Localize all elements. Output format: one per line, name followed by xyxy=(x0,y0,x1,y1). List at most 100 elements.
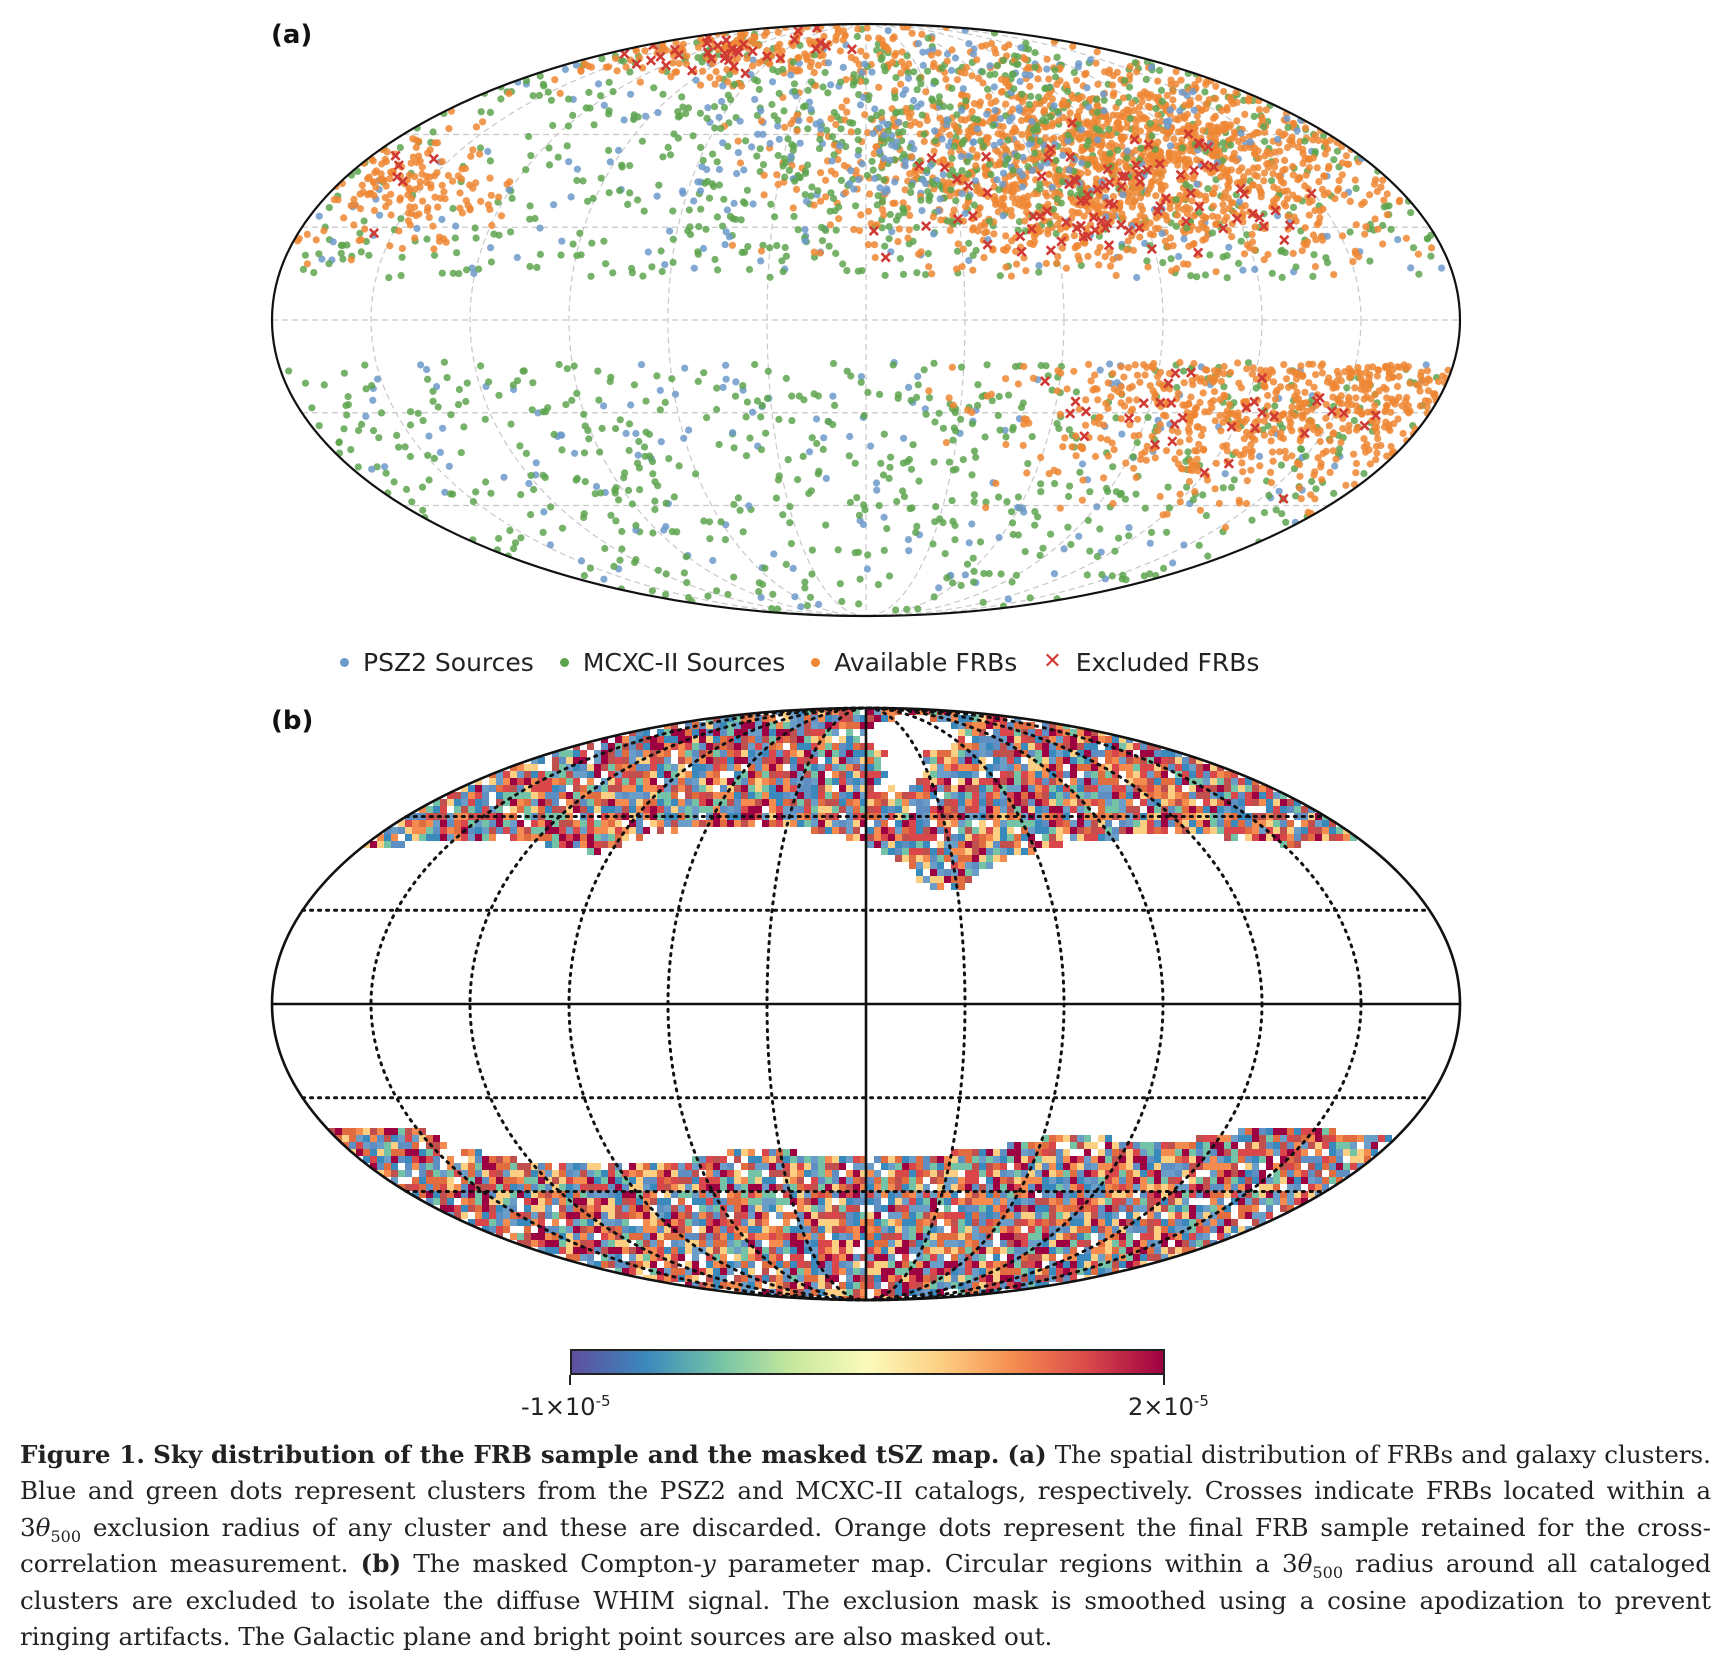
available-frb-point xyxy=(905,60,913,68)
cluster-point xyxy=(1310,251,1318,259)
available-frb-point xyxy=(1352,394,1360,402)
cluster-point xyxy=(597,174,605,182)
cluster-point xyxy=(931,127,939,135)
cluster-point xyxy=(627,401,635,409)
cluster-point xyxy=(869,166,877,174)
cluster-point xyxy=(734,149,742,157)
available-frb-point xyxy=(1271,163,1279,171)
cluster-point xyxy=(639,272,647,280)
cluster-point xyxy=(1163,528,1171,536)
cluster-point xyxy=(899,270,908,278)
cluster-point xyxy=(999,56,1008,64)
available-frb-point xyxy=(942,439,951,447)
available-frb-point xyxy=(434,203,442,211)
cluster-point xyxy=(669,207,677,215)
cluster-point xyxy=(775,415,783,423)
cluster-point xyxy=(522,77,531,85)
available-frb-point xyxy=(1171,115,1180,123)
cluster-point xyxy=(806,448,814,456)
cluster-point xyxy=(996,272,1004,280)
available-frb-point xyxy=(880,42,888,50)
cluster-point xyxy=(1075,532,1083,540)
cluster-point xyxy=(413,224,421,232)
cluster-point xyxy=(1092,95,1100,103)
cluster-point xyxy=(1086,547,1094,555)
cluster-point xyxy=(774,151,782,160)
cluster-point xyxy=(879,471,888,479)
available-frb-point xyxy=(370,206,378,215)
available-frb-point xyxy=(1242,415,1250,423)
available-frb-point xyxy=(1383,211,1391,219)
available-frb-point xyxy=(996,200,1004,208)
cluster-point xyxy=(369,427,378,435)
cluster-point xyxy=(438,215,446,223)
cluster-point xyxy=(970,567,978,576)
available-frb-point xyxy=(1085,360,1093,368)
cluster-point xyxy=(1014,503,1022,512)
available-frb-point xyxy=(894,238,902,246)
cluster-point xyxy=(587,272,595,280)
cluster-point xyxy=(766,139,774,148)
available-frb-point xyxy=(1379,240,1387,248)
cluster-point xyxy=(656,406,664,414)
available-frb-point xyxy=(1146,219,1154,227)
cluster-point xyxy=(1105,125,1113,133)
available-frb-point xyxy=(1396,196,1404,204)
cluster-point xyxy=(868,68,876,76)
available-frb-point xyxy=(1132,473,1140,481)
available-frb-point xyxy=(1138,450,1146,458)
colorbar-min-label: -1×10-5 xyxy=(521,1392,611,1421)
available-frb-point xyxy=(1026,82,1034,91)
available-frb-point xyxy=(1352,402,1360,410)
available-frb-point xyxy=(1194,423,1202,431)
cluster-point xyxy=(525,132,533,141)
cluster-point xyxy=(857,378,865,386)
available-frb-point xyxy=(1210,388,1219,396)
figure-title: Sky distribution of the FRB sample and t… xyxy=(153,1440,1000,1469)
cluster-point xyxy=(883,120,891,129)
cluster-point xyxy=(957,152,965,160)
cluster-point xyxy=(517,534,525,542)
available-frb-point xyxy=(1093,48,1101,56)
available-frb-point xyxy=(1219,201,1227,209)
cluster-point xyxy=(905,240,913,248)
available-frb-point xyxy=(1211,136,1220,144)
available-frb-point xyxy=(1282,454,1290,462)
cluster-point xyxy=(876,390,884,398)
cluster-point xyxy=(974,381,982,389)
cluster-point xyxy=(725,233,733,241)
cluster-point xyxy=(1072,388,1080,396)
cluster-point xyxy=(606,158,614,166)
available-frb-point xyxy=(847,128,855,136)
cluster-point xyxy=(720,103,728,112)
cluster-point xyxy=(1015,104,1023,112)
cluster-point xyxy=(719,139,727,147)
available-frb-point xyxy=(1201,408,1209,416)
cluster-point xyxy=(1004,154,1012,163)
available-frb-point xyxy=(1154,427,1162,435)
cluster-point xyxy=(920,130,928,138)
cluster-point xyxy=(943,574,951,582)
cluster-point xyxy=(598,424,606,432)
cluster-point xyxy=(703,114,711,122)
available-frb-point xyxy=(1022,267,1030,275)
available-frb-point xyxy=(987,39,996,48)
panel-a-label: (a) xyxy=(271,20,313,50)
cluster-point xyxy=(739,198,748,206)
available-frb-point xyxy=(1189,241,1197,249)
cluster-point xyxy=(710,182,718,191)
cluster-point xyxy=(724,590,732,599)
cluster-point xyxy=(1016,77,1024,86)
available-frb-point xyxy=(973,187,981,195)
available-frb-point xyxy=(1020,362,1028,371)
available-frb-point xyxy=(953,76,962,84)
cluster-point xyxy=(475,265,483,273)
cluster-point xyxy=(1333,147,1342,155)
available-frb-point xyxy=(1299,372,1307,380)
cluster-point xyxy=(486,157,494,165)
available-frb-point xyxy=(1187,393,1195,401)
available-frb-point xyxy=(842,189,850,197)
available-frb-point xyxy=(1301,124,1310,132)
available-frb-point xyxy=(997,88,1006,96)
available-frb-point xyxy=(1260,169,1268,177)
